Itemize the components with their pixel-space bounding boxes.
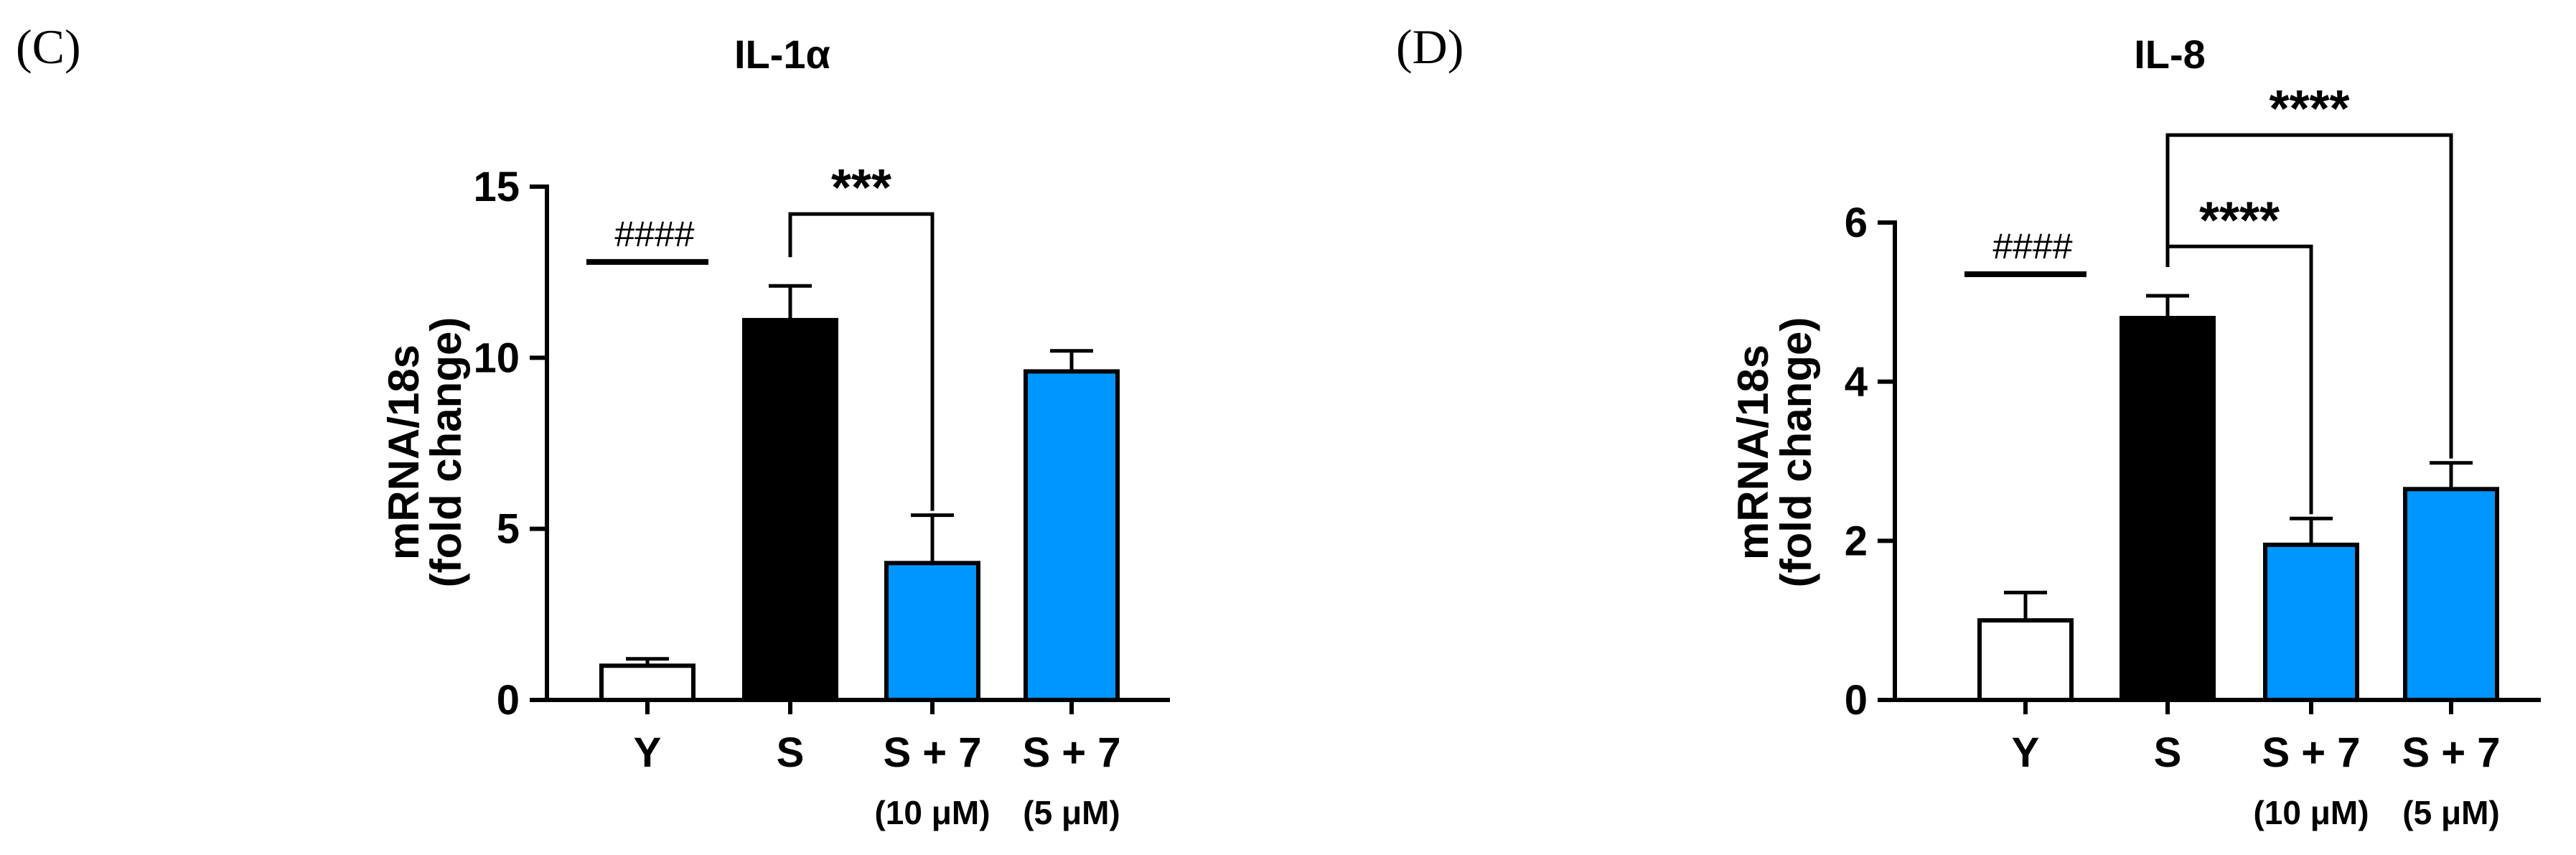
y-axis-label: (fold change) bbox=[422, 317, 470, 588]
x-tick-sublabel: (10 μM) bbox=[2253, 794, 2369, 831]
chart-title: IL-8 bbox=[2134, 32, 2206, 77]
panel-letter: (C) bbox=[16, 19, 81, 74]
significance-label: **** bbox=[2269, 80, 2349, 138]
significance-bracket bbox=[788, 212, 935, 511]
y-tick-label: 4 bbox=[1845, 359, 1868, 406]
bar bbox=[1977, 618, 2074, 703]
y-tick-label: 0 bbox=[1845, 677, 1868, 724]
significance-label: #### bbox=[614, 214, 694, 254]
panel-d: (D) IL-8 mRNA/18s (fold change) 0 2 4 6 Y S S … bbox=[1396, 19, 2541, 831]
bar bbox=[2403, 487, 2499, 703]
significance-label: *** bbox=[831, 159, 891, 217]
x-tick-sublabel: (5 μM) bbox=[1023, 794, 1120, 831]
bar bbox=[2263, 542, 2359, 702]
y-tick-label: 5 bbox=[497, 506, 520, 553]
y-tick-label: 10 bbox=[473, 335, 520, 381]
x-tick-sublabel: (10 μM) bbox=[874, 794, 990, 831]
bar bbox=[884, 561, 980, 702]
significance-label: **** bbox=[2199, 192, 2280, 249]
bar bbox=[599, 663, 695, 702]
panel-c: (C) IL-1α mRNA/18s (fold change) 0 5 10 15 Y… bbox=[16, 19, 1170, 831]
y-axis-label: (fold change) bbox=[1772, 317, 1820, 588]
x-tick-label: S bbox=[777, 729, 805, 776]
x-tick-label: Y bbox=[2012, 729, 2040, 776]
x-tick-label: S + 7 bbox=[1022, 729, 1120, 776]
y-axis-label: mRNA/18s bbox=[380, 345, 428, 560]
bar bbox=[1024, 369, 1120, 703]
y-axis-label: mRNA/18s bbox=[1729, 345, 1777, 560]
bar bbox=[2120, 316, 2216, 702]
bar bbox=[742, 317, 838, 702]
y-tick-label: 15 bbox=[473, 164, 520, 210]
y-tick-label: 2 bbox=[1845, 518, 1868, 564]
x-tick-label: S + 7 bbox=[883, 729, 981, 776]
y-tick-label: 6 bbox=[1845, 200, 1868, 246]
significance-label: #### bbox=[1992, 226, 2072, 266]
x-tick-label: S + 7 bbox=[2262, 729, 2360, 776]
y-tick-label: 0 bbox=[497, 677, 520, 724]
x-tick-label: S bbox=[2154, 729, 2182, 776]
x-tick-label: S + 7 bbox=[2402, 729, 2500, 776]
panel-letter: (D) bbox=[1396, 19, 1463, 74]
x-tick-sublabel: (5 μM) bbox=[2402, 794, 2499, 831]
chart-title: IL-1α bbox=[734, 32, 830, 77]
significance-bracket bbox=[2165, 133, 2453, 459]
x-tick-label: Y bbox=[634, 729, 662, 776]
